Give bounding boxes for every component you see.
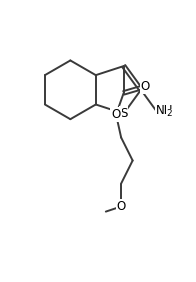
Text: O: O (117, 200, 126, 213)
Text: NH: NH (156, 104, 173, 117)
Text: S: S (120, 107, 127, 120)
Text: O: O (141, 80, 150, 93)
Text: O: O (111, 108, 121, 121)
Text: 2: 2 (166, 109, 172, 118)
